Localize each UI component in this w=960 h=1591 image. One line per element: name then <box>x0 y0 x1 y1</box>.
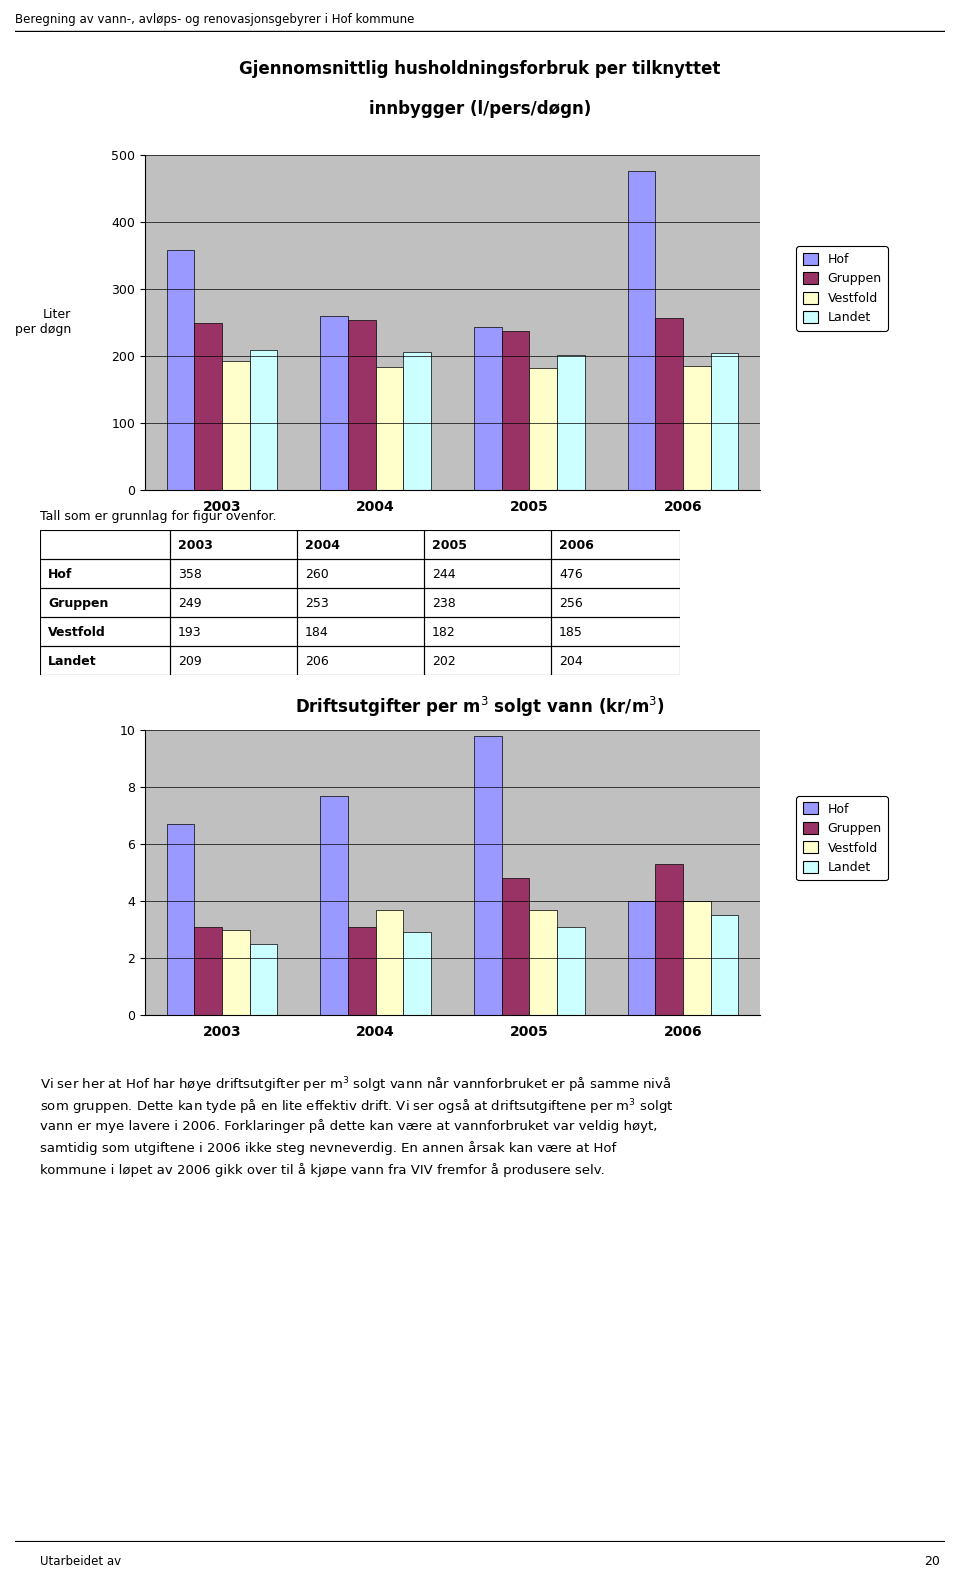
Bar <box>348 926 375 1015</box>
Text: Vestfold: Vestfold <box>48 627 106 640</box>
Text: 209: 209 <box>178 655 202 668</box>
Bar <box>170 646 297 675</box>
Bar <box>250 350 277 490</box>
Bar <box>684 901 710 1015</box>
Bar <box>297 617 424 646</box>
Text: som gruppen. Dette kan tyde på en lite effektiv drift. Vi ser også at driftsutgi: som gruppen. Dette kan tyde på en lite e… <box>40 1098 674 1117</box>
Bar <box>656 864 684 1015</box>
Bar <box>222 929 250 1015</box>
Text: 184: 184 <box>305 627 328 640</box>
Bar <box>529 368 557 490</box>
Bar <box>375 910 403 1015</box>
Text: innbygger (l/pers/døgn): innbygger (l/pers/døgn) <box>369 100 591 118</box>
Bar <box>557 355 585 490</box>
Bar <box>502 878 529 1015</box>
Bar <box>40 617 170 646</box>
Bar <box>194 323 222 490</box>
Bar <box>40 646 170 675</box>
Text: 476: 476 <box>559 568 583 581</box>
Text: 358: 358 <box>178 568 202 581</box>
Text: 244: 244 <box>432 568 456 581</box>
Legend: Hof, Gruppen, Vestfold, Landet: Hof, Gruppen, Vestfold, Landet <box>796 247 888 331</box>
Text: Tall som er grunnlag for figur ovenfor.: Tall som er grunnlag for figur ovenfor. <box>40 511 276 523</box>
Bar <box>166 824 194 1015</box>
Bar <box>628 172 656 490</box>
Bar <box>551 589 680 617</box>
Bar <box>710 353 738 490</box>
Bar <box>166 250 194 490</box>
Bar <box>424 530 551 558</box>
Text: 260: 260 <box>305 568 328 581</box>
Bar <box>170 530 297 558</box>
Bar <box>170 617 297 646</box>
Bar <box>170 589 297 617</box>
Text: Gruppen: Gruppen <box>48 598 108 611</box>
Text: 256: 256 <box>559 598 583 611</box>
Bar <box>40 530 170 558</box>
Bar <box>348 320 375 490</box>
Text: samtidig som utgiftene i 2006 ikke steg nevneverdig. En annen årsak kan være at : samtidig som utgiftene i 2006 ikke steg … <box>40 1141 616 1155</box>
Bar <box>424 646 551 675</box>
Bar <box>297 589 424 617</box>
Bar <box>424 589 551 617</box>
Text: 204: 204 <box>559 655 583 668</box>
Bar <box>424 617 551 646</box>
Legend: Hof, Gruppen, Vestfold, Landet: Hof, Gruppen, Vestfold, Landet <box>796 796 888 880</box>
Bar <box>40 589 170 617</box>
Text: Utarbeidet av: Utarbeidet av <box>40 1554 121 1569</box>
Bar <box>502 331 529 490</box>
Text: Vi ser her at Hof har høye driftsutgifter per m$^3$ solgt vann når vannforbruket: Vi ser her at Hof har høye driftsutgifte… <box>40 1076 671 1095</box>
Text: Beregning av vann-, avløps- og renovasjonsgebyrer i Hof kommune: Beregning av vann-, avløps- og renovasjo… <box>15 13 415 25</box>
Text: 253: 253 <box>305 598 328 611</box>
Text: 238: 238 <box>432 598 456 611</box>
Text: 185: 185 <box>559 627 583 640</box>
Bar <box>551 646 680 675</box>
Bar <box>250 943 277 1015</box>
Text: 249: 249 <box>178 598 202 611</box>
Text: vann er mye lavere i 2006. Forklaringer på dette kan være at vannforbruket var v: vann er mye lavere i 2006. Forklaringer … <box>40 1118 658 1133</box>
Text: 2003: 2003 <box>178 539 213 552</box>
Text: 202: 202 <box>432 655 456 668</box>
Bar <box>297 558 424 589</box>
Text: 2004: 2004 <box>305 539 340 552</box>
Bar <box>628 901 656 1015</box>
Bar <box>40 558 170 589</box>
Text: 206: 206 <box>305 655 328 668</box>
Text: 182: 182 <box>432 627 456 640</box>
Bar <box>551 558 680 589</box>
Bar <box>194 926 222 1015</box>
Text: Landet: Landet <box>48 655 97 668</box>
Bar <box>656 318 684 490</box>
Bar <box>710 915 738 1015</box>
Y-axis label: Liter
per døgn: Liter per døgn <box>15 309 71 337</box>
Text: 193: 193 <box>178 627 202 640</box>
Text: 2006: 2006 <box>559 539 594 552</box>
Bar <box>684 366 710 490</box>
Bar <box>424 558 551 589</box>
Bar <box>321 315 348 490</box>
Text: 20: 20 <box>924 1554 940 1569</box>
Text: Gjennomsnittlig husholdningsforbruk per tilknyttet: Gjennomsnittlig husholdningsforbruk per … <box>239 60 721 78</box>
Bar <box>403 932 431 1015</box>
Bar <box>297 530 424 558</box>
Bar <box>375 366 403 490</box>
Bar <box>474 735 502 1015</box>
Bar <box>551 530 680 558</box>
Bar <box>474 326 502 490</box>
Text: 2005: 2005 <box>432 539 467 552</box>
Bar <box>321 796 348 1015</box>
Bar <box>529 910 557 1015</box>
Bar <box>403 352 431 490</box>
Bar <box>170 558 297 589</box>
Bar <box>557 926 585 1015</box>
Text: Driftsutgifter per m$^3$ solgt vann (kr/m$^3$): Driftsutgifter per m$^3$ solgt vann (kr/… <box>296 695 664 719</box>
Bar <box>222 361 250 490</box>
Text: Hof: Hof <box>48 568 72 581</box>
Text: kommune i løpet av 2006 gikk over til å kjøpe vann fra VIV fremfor å produsere s: kommune i løpet av 2006 gikk over til å … <box>40 1163 605 1177</box>
Bar <box>551 617 680 646</box>
Bar <box>297 646 424 675</box>
